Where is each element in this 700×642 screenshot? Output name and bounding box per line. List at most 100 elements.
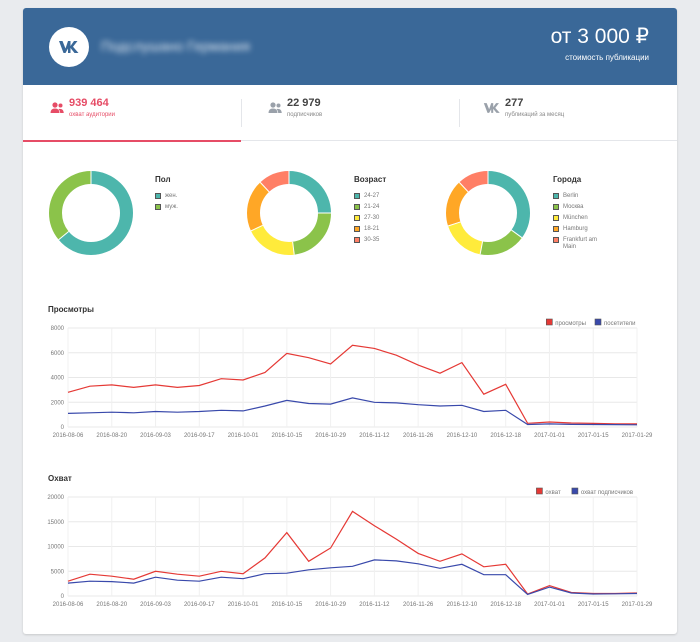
x-tick-label: 2017-01-29 (622, 602, 653, 608)
x-tick-label: 2016-08-20 (96, 433, 127, 439)
donut-slice[interactable] (247, 171, 331, 255)
donut-slice[interactable] (247, 171, 331, 255)
legend-item[interactable]: 21-24 (354, 204, 406, 211)
y-tick-label: 10000 (47, 545, 64, 551)
y-tick-label: 15000 (47, 520, 64, 526)
group-card: Подслушано Германия от 3 000 ₽ стоимость… (23, 8, 677, 634)
x-tick-label: 2016-08-06 (53, 602, 84, 608)
legend-item[interactable]: Frankfurt am Main (553, 237, 605, 251)
legend-swatch[interactable] (594, 318, 602, 326)
x-tick-label: 2016-09-03 (140, 433, 171, 439)
x-tick-label: 2016-12-18 (490, 602, 521, 608)
legend-label: охват подписчиков (581, 490, 633, 496)
y-tick-label: 4000 (51, 376, 65, 382)
x-tick-label: 2017-01-15 (578, 433, 609, 439)
legend-swatch (553, 226, 559, 232)
stat-label: подписчиков (287, 112, 323, 118)
legend-swatch (553, 237, 559, 243)
legend-label: охват (545, 490, 561, 496)
legend-swatch[interactable] (536, 487, 543, 495)
legend-item[interactable]: Москва (553, 204, 605, 211)
x-tick-label: 2016-10-15 (271, 433, 302, 439)
legend-swatch (354, 215, 360, 221)
x-tick-label: 2016-09-03 (140, 602, 171, 608)
donut-slice[interactable] (446, 171, 530, 255)
x-tick-label: 2016-08-06 (53, 433, 84, 439)
legend-item[interactable]: 24-27 (354, 193, 406, 200)
x-tick-label: 2016-09-17 (184, 602, 215, 608)
legend-swatch (553, 204, 559, 210)
stat-value: 277 (505, 97, 524, 109)
active-tab-indicator (23, 140, 241, 142)
x-tick-label: 2016-11-26 (403, 602, 434, 608)
x-tick-label: 2017-01-29 (622, 433, 653, 439)
series-line[interactable] (67, 344, 638, 425)
slice-separator (58, 231, 69, 241)
legend-item[interactable]: 30-35 (354, 237, 406, 244)
divider (459, 99, 460, 127)
legend-title: Города (553, 175, 582, 184)
legend-item[interactable]: Hamburg (553, 226, 605, 233)
legend-item[interactable]: 27-30 (354, 215, 406, 222)
legend-swatch (354, 193, 360, 199)
x-tick-label: 2016-09-17 (184, 433, 215, 439)
group-header: Подслушано Германия от 3 000 ₽ стоимость… (23, 8, 677, 85)
price-caption: стоимость публикации (565, 53, 649, 62)
legend-item[interactable]: Berlin (553, 193, 605, 200)
legend-label: 21-24 (364, 204, 380, 210)
legend-label: München (563, 215, 588, 221)
series-line[interactable] (67, 510, 638, 595)
group-name[interactable]: Подслушано Германия (101, 38, 251, 54)
vk-logo-icon (483, 103, 500, 113)
x-tick-label: 2017-01-01 (534, 602, 565, 608)
y-tick-label: 8000 (51, 326, 65, 332)
series-line[interactable] (67, 397, 638, 426)
x-tick-label: 2016-12-10 (447, 602, 478, 608)
legend-label: 30-35 (364, 237, 380, 243)
slice-separator (447, 221, 461, 227)
legend-swatch[interactable] (571, 487, 579, 495)
series-line[interactable] (67, 559, 638, 596)
age-donut-chart (247, 171, 331, 255)
legend-swatch[interactable] (545, 318, 553, 326)
views-chart-title: Просмотры (48, 305, 95, 314)
legend-label: 18-21 (364, 226, 380, 232)
gender-donut-chart (49, 171, 133, 255)
legend-item[interactable]: муж. (155, 204, 207, 211)
stat-subscribers[interactable]: 22 979 подписчиков (241, 85, 459, 141)
divider (241, 99, 242, 127)
legend-swatch (354, 204, 360, 210)
legend-label: 27-30 (364, 215, 380, 221)
legend-label: жен. (165, 193, 178, 199)
y-tick-label: 20000 (47, 495, 64, 501)
donut-slice[interactable] (446, 171, 530, 255)
legend-label: муж. (165, 204, 178, 210)
reach-line-chart: 0 5000 10000 15000 20000 2016-08-06 2016-08-20… (47, 487, 653, 608)
y-tick-label: 6000 (51, 351, 65, 357)
vk-logo[interactable] (49, 27, 89, 67)
legend-swatch (553, 193, 559, 199)
legend-swatch (155, 193, 161, 199)
legend-title: Возраст (354, 175, 387, 184)
legend-item[interactable]: 18-21 (354, 226, 406, 233)
y-tick-label: 0 (61, 425, 65, 431)
stats-bar: 939 464 охват аудитории 22 979 подписчик… (23, 85, 677, 141)
vk-logo-icon (59, 41, 79, 53)
x-tick-label: 2016-10-15 (271, 602, 302, 608)
x-tick-label: 2017-01-01 (534, 433, 565, 439)
legend-item[interactable]: жен. (155, 193, 207, 200)
legend-item[interactable]: München (553, 215, 605, 222)
y-tick-label: 5000 (51, 569, 65, 575)
legend-label: просмотры (555, 321, 586, 327)
stat-publications[interactable]: 277 публикаций за месяц (459, 85, 677, 141)
legend-label: Hamburg (563, 226, 588, 232)
publication-price: от 3 000 ₽ (550, 25, 649, 48)
reach-chart-title: Охват (48, 474, 72, 483)
stat-audience-reach[interactable]: 939 464 охват аудитории (23, 85, 241, 141)
x-tick-label: 2016-10-29 (315, 433, 346, 439)
legend-swatch (354, 226, 360, 232)
cities-legend: Города Berlin Москва München Hamburg Fra… (553, 175, 605, 255)
cities-donut-chart (446, 171, 530, 255)
x-tick-label: 2016-10-01 (228, 602, 259, 608)
user-group-icon (50, 102, 64, 113)
